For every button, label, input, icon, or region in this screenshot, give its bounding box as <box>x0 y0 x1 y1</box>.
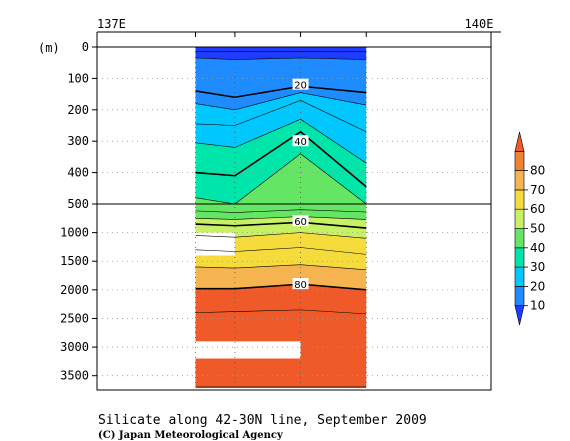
colorbar-segment <box>514 131 525 152</box>
y-tick-label: 1000 <box>60 226 89 240</box>
y-tick-label: 0 <box>82 40 89 54</box>
concentration-band <box>195 153 367 213</box>
y-axis-unit-label: (m) <box>38 41 60 55</box>
colorbar-segment <box>514 208 525 229</box>
concentration-band <box>195 100 367 164</box>
isoline <box>195 216 367 220</box>
colorbar-segment <box>514 228 525 249</box>
colorbar-label: 50 <box>530 222 545 236</box>
contour-label-bg <box>292 78 309 90</box>
colorbar-segment <box>514 247 525 268</box>
concentration-band <box>195 232 367 255</box>
contour-label-layer: 20 40 60 80 <box>292 78 309 291</box>
missing-data-block <box>194 341 301 359</box>
concentration-band <box>195 209 367 220</box>
credit-text: (C) Japan Meteorological Agency <box>98 430 284 441</box>
colorbar-label: 30 <box>530 260 545 274</box>
y-tick-label: 2500 <box>60 311 89 325</box>
contour-label: 80 <box>294 280 307 291</box>
concentration-band <box>195 51 367 60</box>
contour-label-bg <box>292 135 309 147</box>
colorbar-label: 60 <box>530 202 545 216</box>
colorbar-label: 20 <box>530 279 545 293</box>
colorbar-segment <box>514 170 525 191</box>
y-tick-label: 3500 <box>60 369 89 383</box>
colorbar: 10 20 30 40 50 60 70 80 <box>514 131 545 326</box>
colorbar-label: 70 <box>530 183 545 197</box>
x-tick-label: 140E <box>465 17 494 31</box>
y-tick-label: 300 <box>67 134 89 148</box>
concentration-band <box>195 57 367 98</box>
axes-layer: 0 100 200 300 400 500 1000 1500 2000 2500 3000 3500… <box>60 17 501 383</box>
plot-border <box>96 46 492 391</box>
contour-label: 60 <box>294 217 307 228</box>
concentration-band <box>195 86 367 110</box>
concentration-band <box>195 284 367 314</box>
concentration-band <box>195 119 367 187</box>
x-tick-label: 137E <box>97 17 126 31</box>
isoline <box>195 85 367 99</box>
colorbar-segment <box>514 286 525 307</box>
contour-label: 20 <box>294 81 307 92</box>
concentration-band <box>195 92 367 132</box>
y-tick-label: 3000 <box>60 340 89 354</box>
contour-label-bg <box>292 278 309 290</box>
concentration-band <box>195 131 367 204</box>
y-tick-label: 500 <box>67 197 89 211</box>
colorbar-label: 10 <box>530 299 545 313</box>
isoline <box>195 118 367 164</box>
colorbar-segment <box>514 151 525 171</box>
missing-data-block <box>194 232 235 256</box>
colorbar-label: 40 <box>530 241 545 255</box>
y-tick-label: 1500 <box>60 254 89 268</box>
isoline <box>195 92 367 111</box>
isoline-layer <box>195 51 367 315</box>
isoline <box>195 232 367 239</box>
contour-label-bg <box>292 215 309 227</box>
isoline <box>195 309 367 315</box>
isoline <box>195 130 367 188</box>
y-tick-label: 100 <box>67 71 89 85</box>
concentration-band <box>195 264 367 290</box>
isoline <box>195 264 367 271</box>
isoline <box>195 100 367 133</box>
chart-title: Silicate along 42-30N line, September 20… <box>98 413 427 428</box>
concentration-band <box>195 47 367 52</box>
y-tick-label: 400 <box>67 166 89 180</box>
colorbar-segment <box>514 266 525 287</box>
isoline <box>195 57 367 60</box>
y-tick-label: 2000 <box>60 283 89 297</box>
y-tick-label: 200 <box>67 103 89 117</box>
isoline <box>195 209 367 213</box>
isoline <box>195 283 367 291</box>
concentration-band <box>195 247 367 270</box>
colorbar-segment <box>514 305 525 326</box>
plot-frame <box>96 46 492 391</box>
isoline <box>195 221 367 229</box>
isoline <box>195 247 367 255</box>
isoline <box>195 153 367 205</box>
contour-label: 40 <box>294 137 307 148</box>
colorbar-segment <box>514 189 525 210</box>
colorbar-label: 80 <box>530 164 545 178</box>
missing-data-layer <box>194 232 301 359</box>
